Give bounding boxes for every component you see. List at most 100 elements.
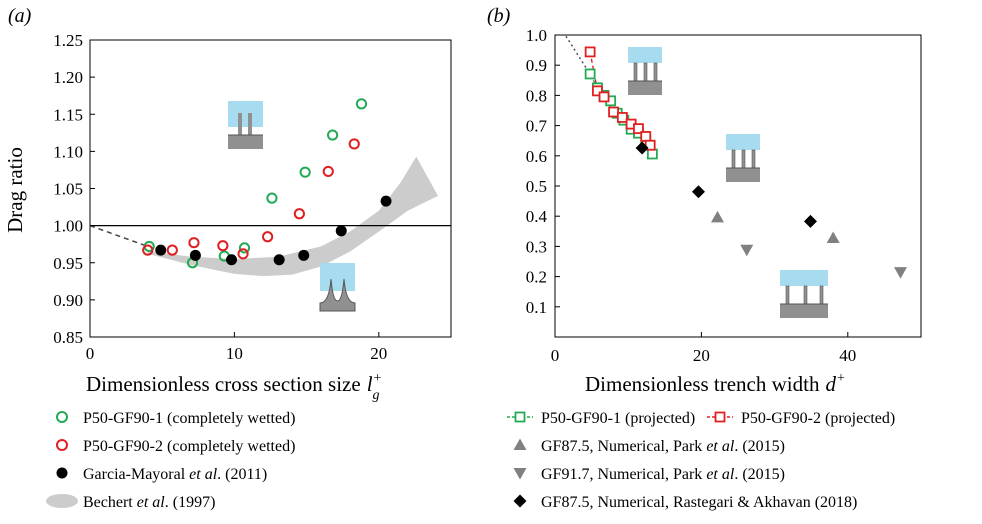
inset-post	[751, 149, 756, 169]
inset-substrate	[780, 304, 828, 318]
legend-label-part: . (1997)	[165, 494, 216, 511]
inset-wide-trench	[780, 270, 828, 318]
panel-a-point-series-1	[293, 208, 305, 220]
panel-b: (b) 0.10.20.30.40.50.60.70.80.91.00 20 40 …	[487, 5, 922, 396]
inset-substrate	[628, 81, 662, 95]
inset-riblet	[319, 263, 356, 312]
legend-label-part: GF87.5, Numerical, Park	[541, 438, 706, 455]
inset-medium-trench	[726, 134, 760, 182]
inset-post	[731, 149, 736, 169]
inset-post	[238, 113, 242, 135]
legend-label-7: GF91.7, Numerical, Park et al. (2015)	[541, 466, 785, 483]
panel-a-x-tick-label: 20	[370, 344, 387, 363]
panel-b-point-series-4	[691, 185, 705, 199]
panel-a-point-series-2	[273, 254, 285, 266]
legend-item-4: P50-GF90-1 (projected)	[507, 410, 695, 427]
inset-fluid	[628, 47, 662, 63]
panel-b-point-series-1	[633, 123, 644, 135]
legend-label-6: GF87.5, Numerical, Park et al. (2015)	[541, 438, 785, 455]
panel-b-point-series-3	[740, 244, 754, 257]
legend-label-italic: et al	[706, 438, 735, 455]
legend-label-1: P50-GF90-2 (completely wetted)	[83, 438, 295, 455]
legend-swatch-marker	[56, 439, 68, 451]
legend-label-part: . (2015)	[734, 438, 785, 455]
panel-b-points	[584, 46, 908, 279]
panel-b-frame	[554, 34, 922, 338]
legend-swatch-marker	[714, 411, 726, 423]
panel-a-trend-layer	[89, 224, 149, 248]
legend-swatch-marker	[514, 411, 526, 423]
legend-swatch-marker	[56, 467, 68, 479]
panel-a-x-axis-sup: +	[374, 371, 382, 386]
inset-post	[653, 62, 658, 82]
panel-a-x-axis-symbol: l	[367, 372, 373, 396]
panel-b-point-series-1	[584, 46, 596, 58]
inset-narrow-trench	[628, 47, 662, 95]
panel-a-ticks: 0.85 0.90 0.95 1.00 1.05 1.10 1.15 1.20 1.25 0 10 2…	[53, 31, 387, 363]
legend-label-3: Bechert et al. (1997)	[83, 494, 215, 511]
panel-b-point-series-1	[592, 85, 603, 97]
panel-a-point-series-0	[326, 129, 339, 141]
panel-a-label: (a)	[8, 5, 32, 27]
legend-item-6: GF87.5, Numerical, Park et al. (2015)	[513, 438, 785, 455]
panel-a-point-series-1	[237, 248, 249, 260]
panel-b-point-series-3	[894, 267, 908, 279]
panel-a-point-series-2	[226, 254, 238, 266]
panel-b-point-series-1	[640, 131, 652, 142]
panel-b-point-series-2	[826, 231, 840, 243]
inset-post	[741, 149, 746, 169]
legend-label-4: P50-GF90-1 (projected)	[541, 410, 695, 427]
panel-b-y-tick-label: 0.5	[526, 177, 547, 196]
legend-label-part: GF91.7, Numerical, Park	[541, 466, 706, 483]
legend-label-8: GF87.5, Numerical, Rastegari & Akhavan (…	[541, 494, 857, 511]
panel-a-y-tick-label: 0.85	[53, 328, 83, 347]
panel-b-y-tick-label: 0.7	[526, 117, 548, 136]
panel-b-point-series-0	[584, 68, 596, 80]
panel-a-y-axis-label: Drag ratio	[3, 147, 27, 233]
panel-b-point-series-4	[803, 214, 817, 228]
inset-fluid	[726, 134, 760, 150]
panel-a-point-series-2	[335, 225, 347, 237]
panel-a-point-series-2	[155, 244, 167, 256]
legend-item-1: P50-GF90-2 (completely wetted)	[56, 438, 295, 455]
panel-b-x-axis-label-text: Dimensionless trench width	[585, 372, 820, 396]
panel-a-point-series-2	[189, 249, 201, 261]
panel-a-point-series-1	[217, 240, 229, 252]
inset-post	[248, 113, 252, 135]
inset-post	[633, 62, 638, 82]
panel-a-x-axis-label: Dimensionless cross section size l+ g	[86, 371, 382, 403]
legend-item-3: Bechert et al. (1997)	[46, 494, 215, 511]
panel-b-x-tick-label: 0	[551, 346, 560, 365]
legend-label-part: Bechert	[83, 494, 137, 511]
panel-a-point-series-1	[142, 244, 154, 256]
inset-substrate	[228, 135, 263, 149]
panel-b-x-axis-symbol: d	[825, 372, 836, 396]
legend-label-italic: et al	[137, 494, 166, 511]
panel-a-point-series-0	[355, 98, 368, 110]
panel-a: (a) 0.85 0.90 0.95 1.00 1.05 1.10 1.15 1.20 1.25…	[3, 5, 452, 403]
legend-label-0: P50-GF90-1 (completely wetted)	[83, 410, 295, 427]
panel-a-y-tick-label: 1.10	[53, 142, 83, 161]
panel-b-y-tick-label: 0.9	[526, 56, 547, 75]
legend-label-part: GF87.5, Numerical, Rastegari & Akhavan (…	[541, 494, 857, 511]
panel-b-point-series-1	[598, 91, 610, 103]
panel-b-x-axis-sup: +	[837, 371, 845, 386]
panel-a-x-axis-sub: g	[372, 388, 379, 403]
panel-a-x-tick-label: 0	[86, 344, 95, 363]
legend: P50-GF90-1 (completely wetted) P50-GF90-2…	[46, 410, 895, 511]
legend-swatch-marker	[513, 494, 527, 508]
panel-a-y-tick-label: 1.15	[53, 105, 83, 124]
panel-b-x-tick-label: 40	[839, 346, 856, 365]
panel-b-point-series-1	[608, 106, 619, 118]
panel-b-y-tick-label: 0.8	[526, 86, 547, 105]
legend-item-7: GF91.7, Numerical, Park et al. (2015)	[513, 466, 785, 483]
panel-a-y-tick-label: 1.20	[53, 68, 83, 87]
panel-a-trend-line	[89, 224, 149, 248]
panel-b-y-tick-label: 0.4	[526, 207, 548, 226]
panel-a-x-axis-label-text: Dimensionless cross section size	[86, 372, 361, 396]
legend-item-8: GF87.5, Numerical, Rastegari & Akhavan (…	[513, 494, 857, 511]
panel-a-point-series-0	[238, 242, 251, 254]
legend-swatch-band	[46, 494, 78, 508]
panel-b-x-tick-label: 20	[693, 346, 710, 365]
